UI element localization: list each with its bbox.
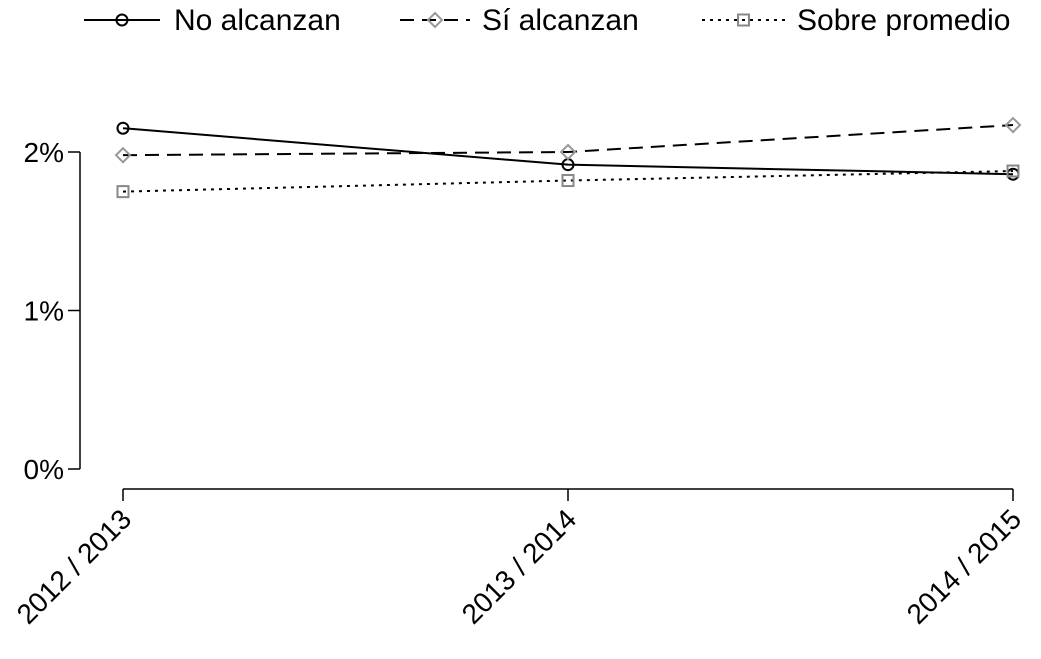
x-tick-label: 2013 / 2014 — [456, 503, 583, 630]
data-point — [116, 121, 130, 135]
data-point — [114, 146, 132, 164]
y-tick-label: 2% — [24, 137, 64, 168]
x-tick-label: 2014 / 2015 — [901, 503, 1028, 630]
legend-label: Sí alcanzan — [482, 4, 639, 37]
y-tick-label: 0% — [24, 454, 64, 485]
y-axis: 0% 1% 2% — [24, 137, 81, 485]
series-sobre-promedio — [116, 164, 1020, 199]
x-axis: 2012 / 2013 2013 / 2014 2014 / 2015 — [11, 488, 1028, 630]
legend-item: Sí alcanzan — [400, 4, 639, 37]
plot-area — [114, 116, 1022, 199]
legend-marker — [115, 13, 129, 27]
data-point — [1004, 116, 1022, 134]
legend-marker — [426, 11, 444, 29]
data-point — [116, 185, 130, 199]
series-line — [122, 127, 1014, 176]
legend-item: No alcanzan — [84, 4, 341, 37]
x-tick-label: 2012 / 2013 — [11, 503, 138, 630]
y-tick-label: 1% — [24, 296, 64, 327]
legend-item: Sobre promedio — [702, 4, 1010, 37]
data-point — [1006, 164, 1020, 178]
legend: No alcanzan Sí alcanzan Sobre promedio — [84, 4, 1010, 37]
data-point — [559, 143, 577, 161]
legend-marker — [737, 13, 750, 27]
series-s-alcanzan — [114, 116, 1022, 164]
legend-label: Sobre promedio — [797, 4, 1010, 37]
legend-label: No alcanzan — [174, 4, 341, 37]
series-line — [122, 124, 1014, 157]
data-point — [561, 174, 575, 188]
